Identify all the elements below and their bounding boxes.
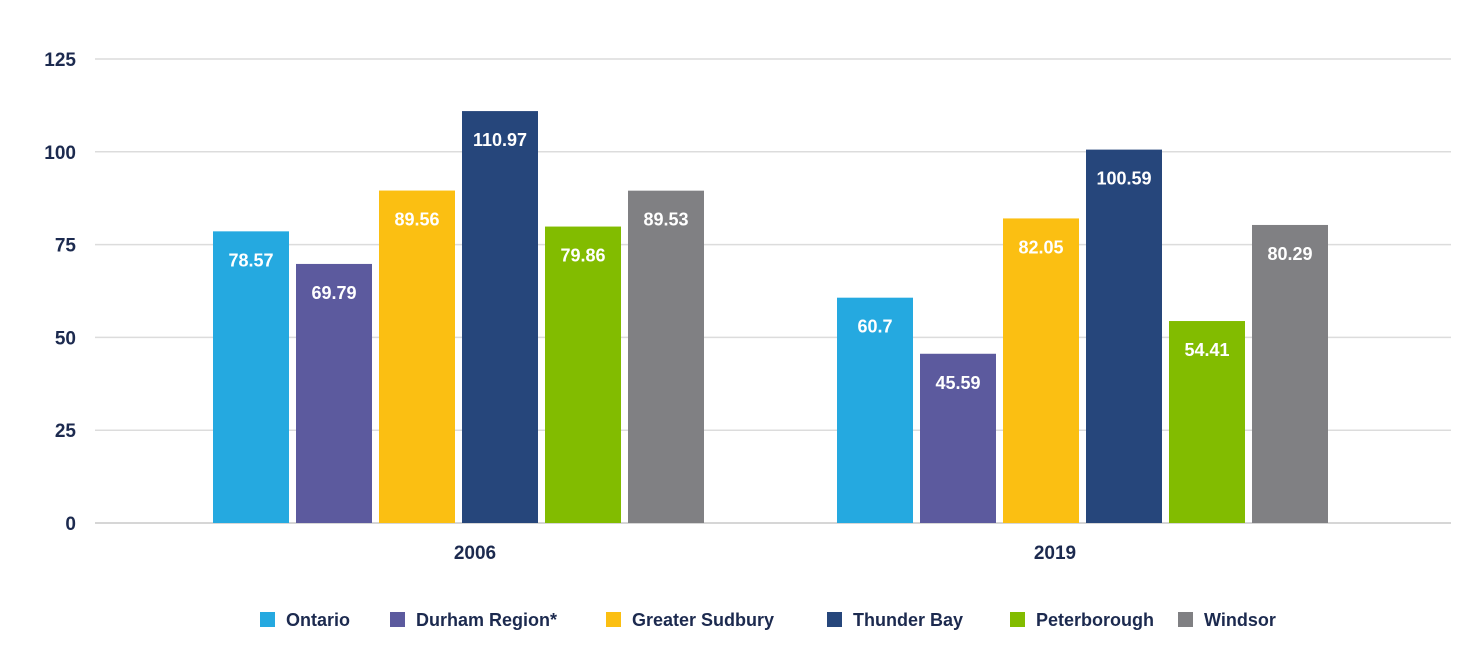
bar <box>1252 224 1328 524</box>
bar <box>296 263 372 523</box>
legend-label: Greater Sudbury <box>632 610 774 630</box>
legend: Ontario Durham Region* Greater Sudbury Thun… <box>260 610 1276 630</box>
legend-swatch <box>1010 612 1025 627</box>
bar <box>379 190 455 523</box>
bar <box>837 297 913 523</box>
legend-item: Thunder Bay <box>827 610 963 630</box>
data-label: 89.56 <box>394 210 439 230</box>
legend-item: Ontario <box>260 610 350 630</box>
legend-label: Peterborough <box>1036 610 1154 630</box>
data-label: 60.7 <box>857 317 892 337</box>
bar <box>628 190 704 523</box>
legend-swatch <box>260 612 275 627</box>
legend-item: Greater Sudbury <box>606 610 774 630</box>
x-tick-label: 2006 <box>454 543 496 564</box>
legend-label: Windsor <box>1204 610 1276 630</box>
x-tick-label: 2019 <box>1034 543 1076 564</box>
legend-swatch <box>827 612 842 627</box>
y-tick-label: 75 <box>55 236 77 257</box>
legend-swatch <box>1178 612 1193 627</box>
x-axis-ticks: 2006 2019 <box>454 543 1076 564</box>
legend-label: Thunder Bay <box>853 610 963 630</box>
y-tick-label: 0 <box>65 514 76 535</box>
data-label: 45.59 <box>935 373 980 393</box>
bar <box>213 231 289 524</box>
y-tick-label: 50 <box>55 328 76 349</box>
data-label: 69.79 <box>311 283 356 303</box>
data-label: 100.59 <box>1096 169 1151 189</box>
data-label: 54.41 <box>1184 340 1229 360</box>
bar <box>545 226 621 523</box>
legend-label: Ontario <box>286 610 350 630</box>
bars <box>213 111 1328 524</box>
bar <box>462 111 538 524</box>
legend-label: Durham Region* <box>416 610 557 630</box>
y-tick-label: 25 <box>55 421 77 442</box>
bar <box>1003 218 1079 523</box>
data-label: 79.86 <box>560 246 605 266</box>
y-tick-label: 125 <box>44 50 76 71</box>
legend-swatch <box>390 612 405 627</box>
bar <box>1169 321 1245 523</box>
y-axis-ticks: 0 25 50 75 100 125 <box>44 50 76 535</box>
data-label: 80.29 <box>1267 244 1312 264</box>
legend-item: Peterborough <box>1010 610 1154 630</box>
bar <box>920 353 996 523</box>
data-label: 82.05 <box>1018 237 1063 257</box>
bar <box>1086 149 1162 523</box>
data-label: 89.53 <box>643 210 688 230</box>
data-label: 78.57 <box>228 250 273 270</box>
legend-swatch <box>606 612 621 627</box>
y-tick-label: 100 <box>44 143 76 164</box>
legend-item: Durham Region* <box>390 610 557 630</box>
data-labels: 78.57 69.79 89.56 110.97 79.86 89.53 60.7 45.59… <box>228 130 1312 393</box>
legend-item: Windsor <box>1178 610 1276 630</box>
data-label: 110.97 <box>473 130 527 150</box>
